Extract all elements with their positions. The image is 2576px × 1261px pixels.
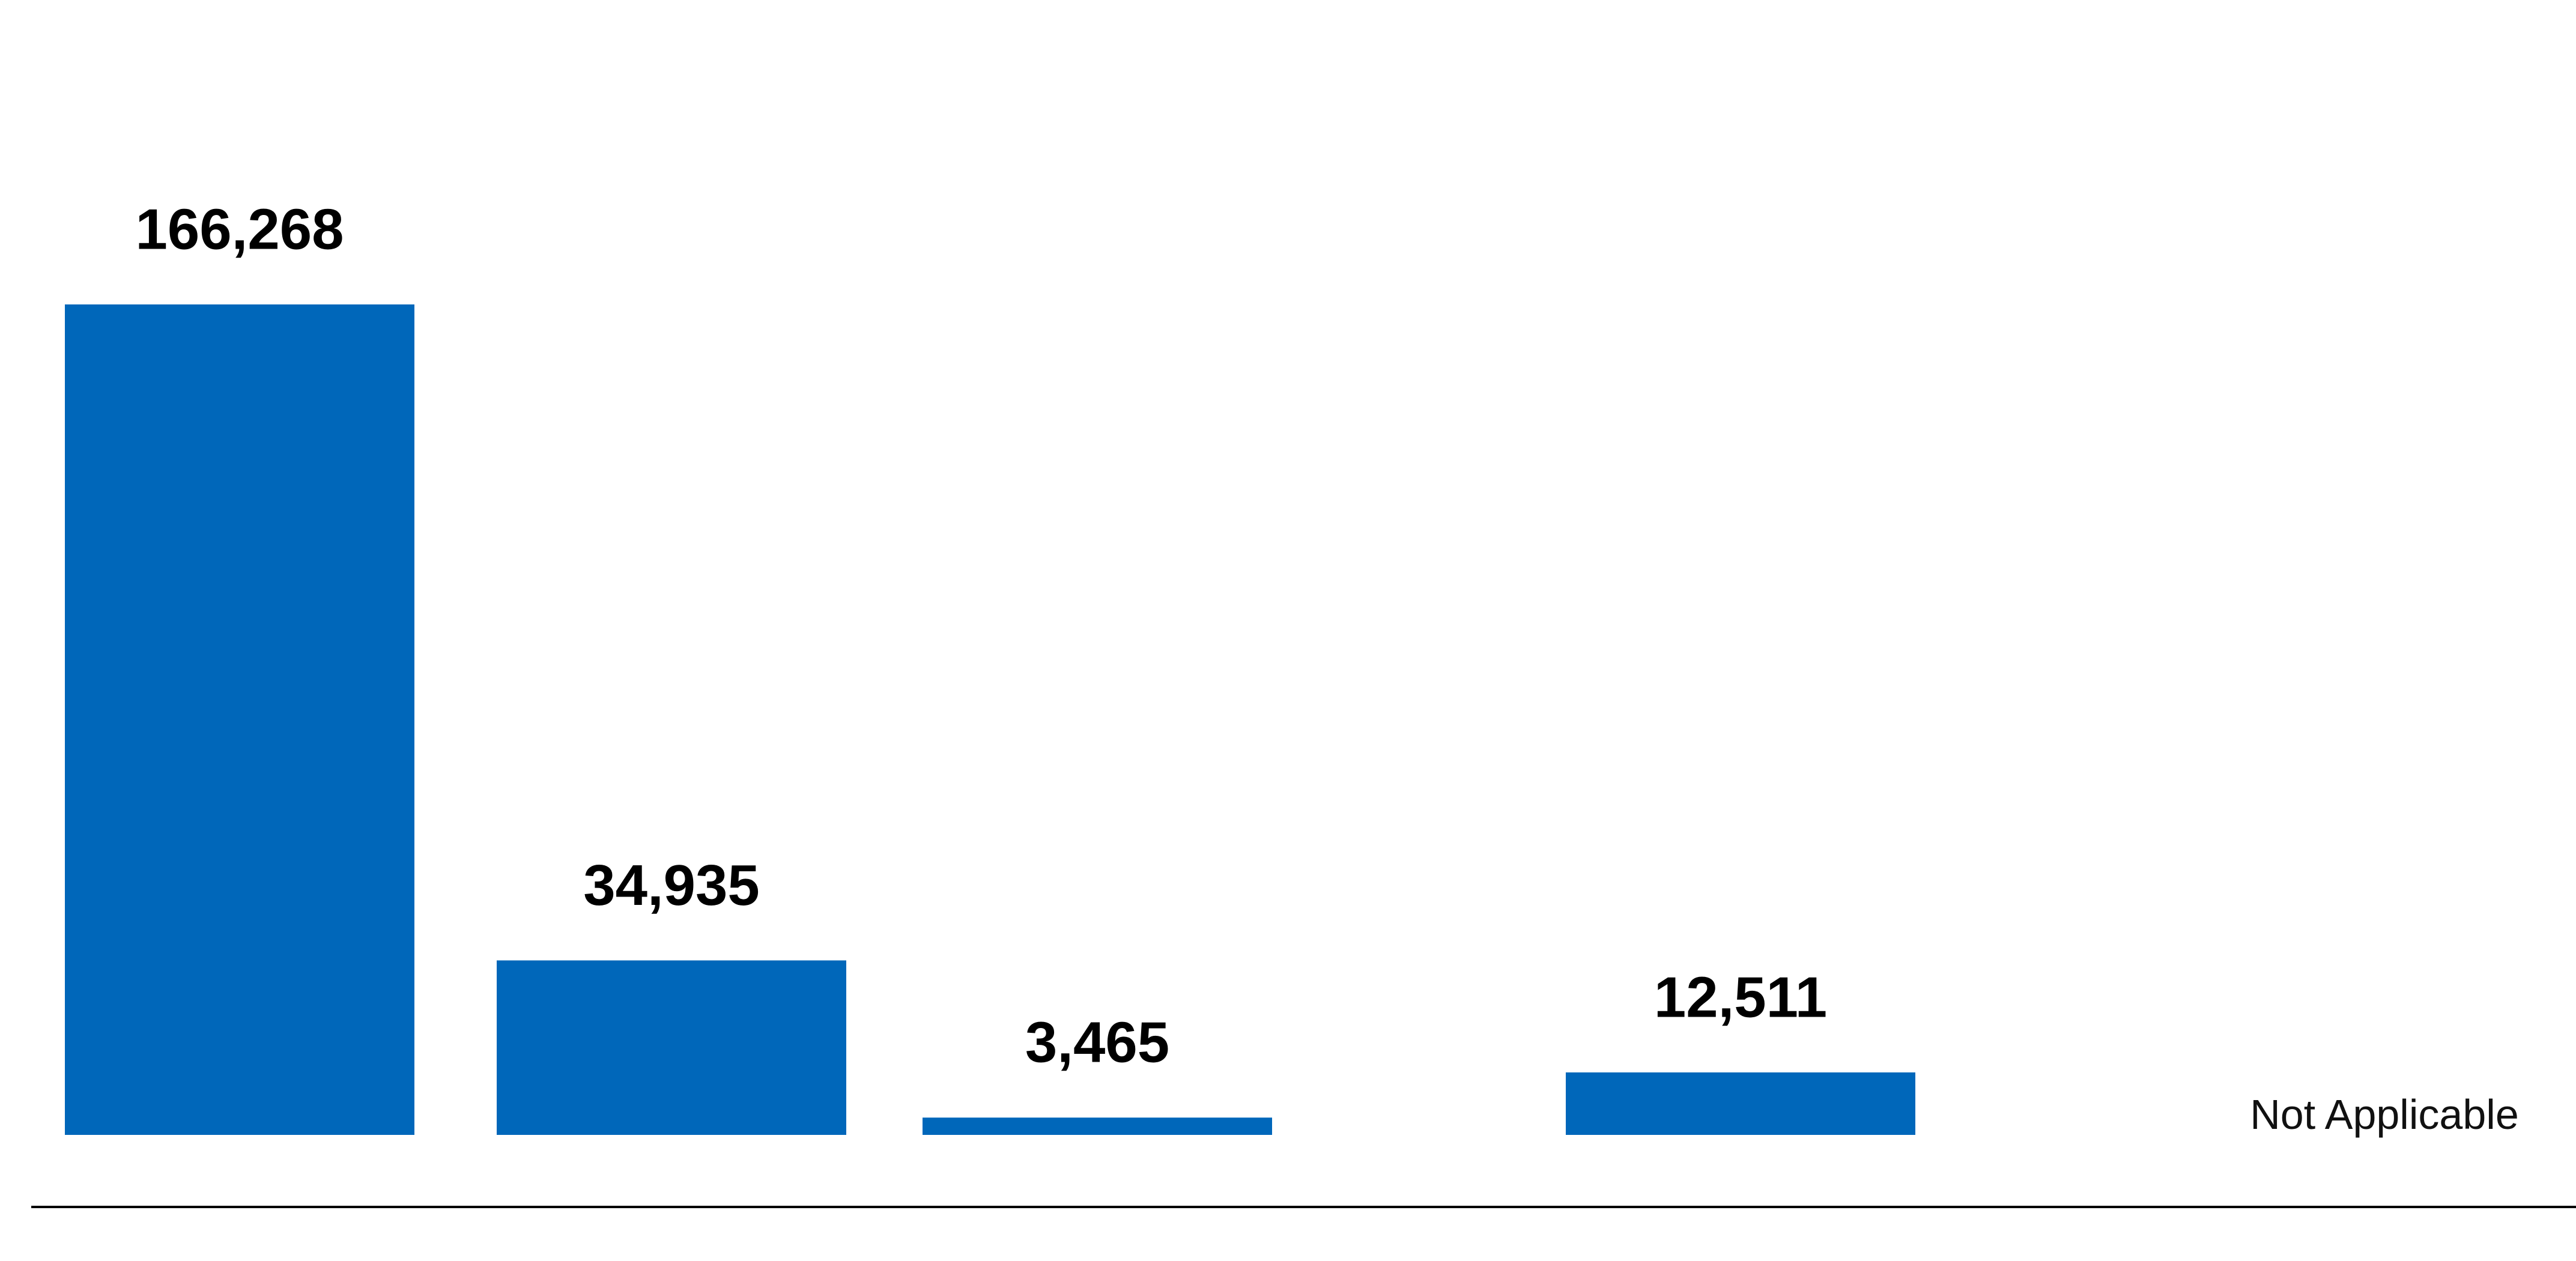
bar-value-label-3: 3,465 [1025, 1011, 1169, 1075]
bar-3 [923, 1117, 1272, 1135]
not-applicable-label: Not Applicable [2250, 1091, 2519, 1138]
bar-value-label-4: 12,511 [1654, 965, 1827, 1029]
bars-layer [65, 304, 1915, 1135]
labels-layer: 166,268 34,935 3,465 12,511 Not Applicable [135, 197, 2518, 1138]
bar-value-label-2: 34,935 [583, 853, 760, 918]
bar-2 [497, 960, 846, 1135]
bar-4 [1566, 1072, 1915, 1135]
bar-value-label-1: 166,268 [135, 197, 344, 261]
bar-1 [65, 304, 414, 1135]
